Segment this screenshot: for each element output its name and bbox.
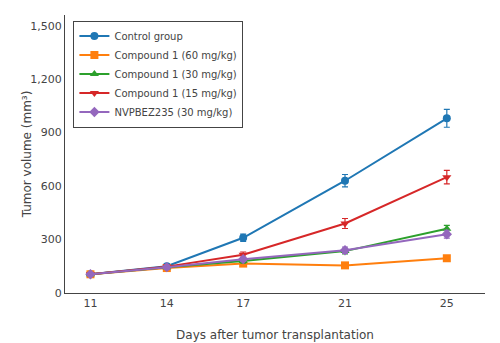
svg-text:Days after tumor transplantati: Days after tumor transplantation <box>176 328 374 342</box>
svg-text:Compound 1 (15 mg/kg): Compound 1 (15 mg/kg) <box>114 88 236 99</box>
svg-text:1,200: 1,200 <box>30 73 62 86</box>
svg-text:Tumor volume (mm³): Tumor volume (mm³) <box>20 91 34 219</box>
svg-text:Control group: Control group <box>114 31 182 42</box>
svg-text:Compound 1 (60 mg/kg): Compound 1 (60 mg/kg) <box>114 50 236 61</box>
svg-text:300: 300 <box>41 233 62 246</box>
svg-text:0: 0 <box>55 287 62 300</box>
svg-text:Compound 1 (30 mg/kg): Compound 1 (30 mg/kg) <box>114 69 236 80</box>
svg-text:25: 25 <box>440 297 454 310</box>
svg-text:11: 11 <box>83 297 97 310</box>
svg-text:900: 900 <box>41 126 62 139</box>
svg-text:1,500: 1,500 <box>30 20 62 33</box>
svg-text:14: 14 <box>160 297 174 310</box>
svg-text:21: 21 <box>338 297 352 310</box>
svg-text:17: 17 <box>236 297 250 310</box>
svg-text:600: 600 <box>41 180 62 193</box>
svg-text:NVPBEZ235 (30 mg/kg): NVPBEZ235 (30 mg/kg) <box>114 107 232 118</box>
